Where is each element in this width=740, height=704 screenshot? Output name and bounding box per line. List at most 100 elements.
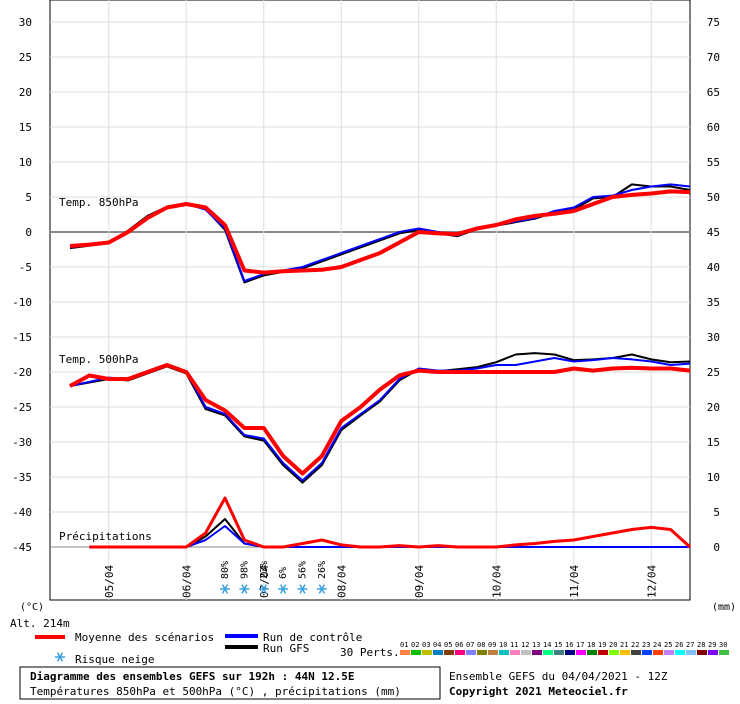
pert-number: 24 <box>653 641 661 649</box>
legend-snowflake-icon <box>55 652 65 662</box>
right-tick-label: 45 <box>707 226 720 239</box>
pert-swatch <box>466 650 476 655</box>
pert-swatch <box>697 650 707 655</box>
left-tick-label: 25 <box>19 51 32 64</box>
pert-number: 04 <box>433 641 441 649</box>
pert-number: 30 <box>719 641 727 649</box>
pert-number: 27 <box>686 641 694 649</box>
pert-number: 29 <box>708 641 716 649</box>
pert-number: 11 <box>510 641 518 649</box>
pert-swatch <box>510 650 520 655</box>
x-tick-label: 06/04 <box>180 565 193 598</box>
panel-label-t850: Temp. 850hPa <box>59 196 138 209</box>
pert-number: 26 <box>675 641 683 649</box>
pert-number: 07 <box>466 641 474 649</box>
pert-number: 13 <box>532 641 540 649</box>
pert-swatch <box>400 650 410 655</box>
pert-number: 15 <box>554 641 562 649</box>
legend-gfs-label: Run GFS <box>263 642 309 655</box>
pert-swatch <box>719 650 729 655</box>
pert-swatch <box>675 650 685 655</box>
snowflake-icon <box>297 584 308 594</box>
x-tick-label: 05/04 <box>103 565 116 598</box>
mean-precip-line <box>89 496 692 549</box>
pert-number: 25 <box>664 641 672 649</box>
pert-number: 14 <box>543 641 551 649</box>
right-tick-label: 5 <box>713 506 720 519</box>
pert-swatch <box>532 650 542 655</box>
pert-swatch <box>664 650 674 655</box>
pert-swatch <box>499 650 509 655</box>
left-axis-ticks: 30 25 20 15 10 5 0 -5 -10 -15 -20 -25 -30 -35 -40 -45 <box>12 16 32 554</box>
pert-swatch <box>488 650 498 655</box>
pert-number: 17 <box>576 641 584 649</box>
pert-swatch <box>554 650 564 655</box>
pert-number: 08 <box>477 641 485 649</box>
pert-number: 16 <box>565 641 573 649</box>
left-tick-label: -30 <box>12 436 32 449</box>
pert-number: 23 <box>642 641 650 649</box>
pert-number: 05 <box>444 641 452 649</box>
snow-risk-label: 98% <box>239 561 250 579</box>
left-tick-label: -10 <box>12 296 32 309</box>
snowflake-icon <box>278 584 289 594</box>
legend-perts-label: 30 Perts. <box>340 646 400 659</box>
pert-number: 19 <box>598 641 606 649</box>
pert-number: 03 <box>422 641 430 649</box>
footer-title-line2: Températures 850hPa et 500hPa (°C) , pré… <box>30 685 401 698</box>
pert-swatch <box>620 650 630 655</box>
pert-number: 06 <box>455 641 463 649</box>
legend-mean-label: Moyenne des scénarios <box>75 631 214 644</box>
pert-number: 22 <box>631 641 639 649</box>
pert-number: 09 <box>488 641 496 649</box>
left-tick-label: -5 <box>19 261 32 274</box>
left-tick-label: -20 <box>12 366 32 379</box>
x-tick-label: 10/04 <box>490 565 503 598</box>
x-tick-label: 11/04 <box>568 565 581 598</box>
panel-label-precip: Précipitations <box>59 530 152 543</box>
snow-risk-label: 23% <box>259 561 270 579</box>
series-lines <box>69 183 692 549</box>
pert-swatch <box>411 650 421 655</box>
pert-number: 18 <box>587 641 595 649</box>
right-tick-label: 10 <box>707 471 720 484</box>
panel-label-t500: Temp. 500hPa <box>59 353 138 366</box>
left-tick-label: 5 <box>25 191 32 204</box>
snow-risk-label: 6% <box>278 567 289 579</box>
pert-number: 20 <box>609 641 617 649</box>
snowflake-icon <box>239 584 250 594</box>
left-tick-label: -35 <box>12 471 32 484</box>
right-tick-label: 70 <box>707 51 720 64</box>
footer-title-box <box>19 666 441 700</box>
snowflake-arm <box>260 584 267 594</box>
pert-number: 10 <box>499 641 507 649</box>
snowflake-arm <box>56 652 64 662</box>
pert-swatch <box>576 650 586 655</box>
plot-area <box>49 0 691 601</box>
snow-risk-markers: 80% 98% 23% 6% 56% 26% <box>220 561 328 594</box>
footer-copyright: Copyright 2021 Meteociel.fr <box>449 685 628 698</box>
left-tick-label: 0 <box>25 226 32 239</box>
altitude-label: Alt. 214m <box>10 617 70 630</box>
snowflake-icon <box>220 584 230 594</box>
pert-swatch <box>587 650 597 655</box>
right-tick-label: 35 <box>707 296 720 309</box>
pert-number: 28 <box>697 641 705 649</box>
x-tick-label: 09/04 <box>413 565 426 598</box>
snowflake-icon <box>258 584 269 594</box>
pert-number: 01 <box>400 641 408 649</box>
snow-risk-label: 26% <box>317 561 328 579</box>
pert-swatch <box>422 650 432 655</box>
pert-swatch <box>455 650 465 655</box>
left-axis-label: (°C) <box>20 602 44 613</box>
mean-t500-line <box>69 363 691 476</box>
pert-swatch <box>708 650 718 655</box>
snowflake-arm <box>318 584 326 594</box>
x-tick-label: 08/04 <box>335 565 348 598</box>
right-tick-label: 55 <box>707 156 720 169</box>
grid <box>50 0 690 600</box>
pert-swatch <box>477 650 487 655</box>
pert-swatch <box>543 650 553 655</box>
pert-swatch <box>631 650 641 655</box>
